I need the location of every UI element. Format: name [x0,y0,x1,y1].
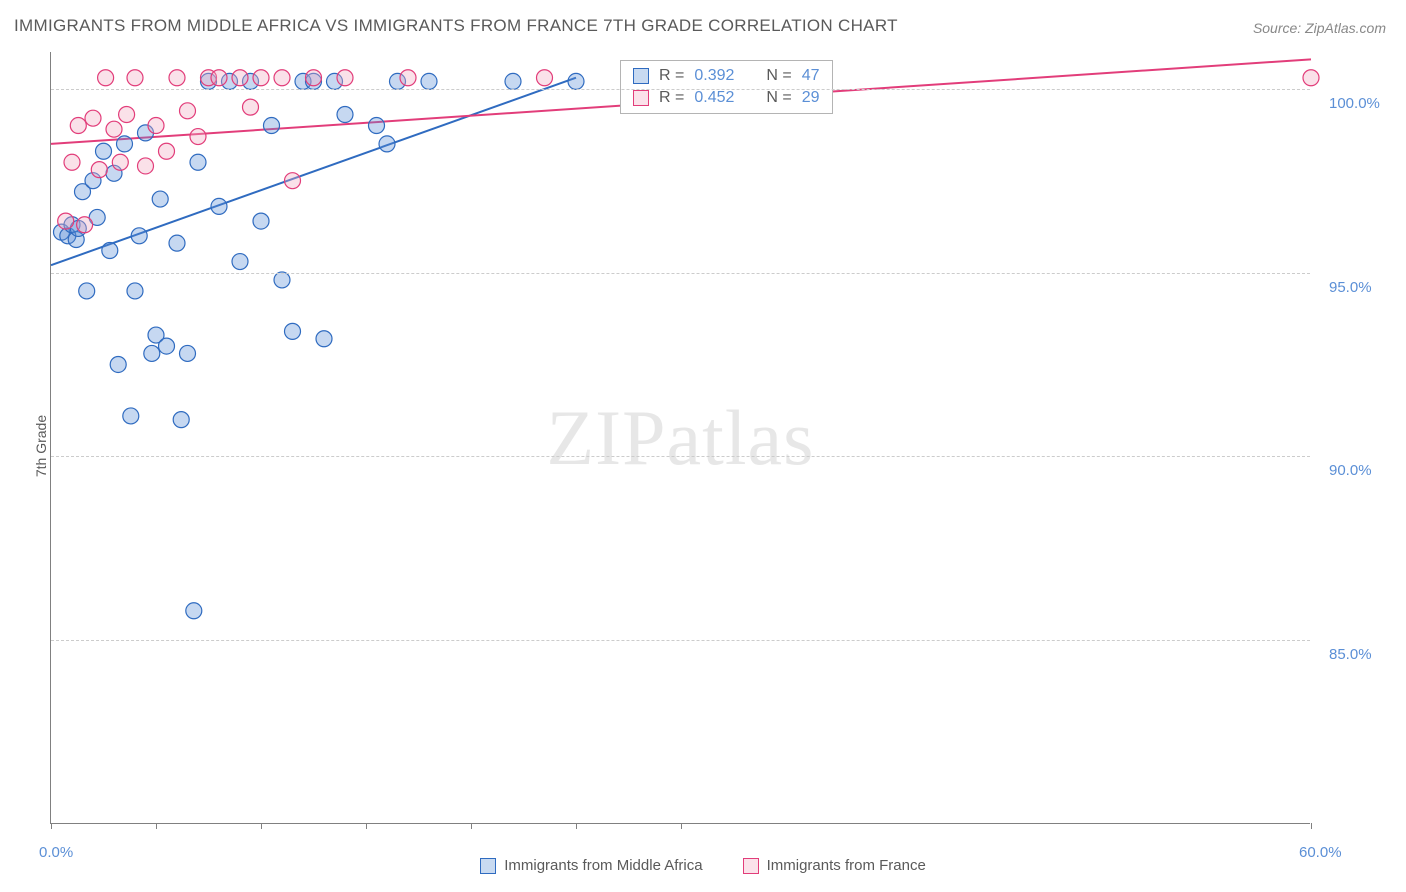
data-point-middle_africa [253,213,269,229]
data-point-france [148,118,164,134]
data-point-middle_africa [180,345,196,361]
swatch-icon [633,68,649,84]
trendline-middle_africa [51,78,576,265]
data-point-france [190,129,206,145]
data-point-france [243,99,259,115]
data-point-france [306,70,322,86]
stats-row-france: R = 0.452 N = 29 [621,87,832,109]
data-point-middle_africa [337,106,353,122]
data-point-middle_africa [264,118,280,134]
n-label: N = [766,67,791,85]
data-point-middle_africa [159,338,175,354]
data-point-france [337,70,353,86]
data-point-france [211,70,227,86]
legend-label: Immigrants from Middle Africa [504,857,702,874]
swatch-icon [743,858,759,874]
legend-bottom: Immigrants from Middle Africa Immigrants… [0,857,1406,874]
data-point-middle_africa [123,408,139,424]
swatch-icon [633,90,649,106]
chart-title: IMMIGRANTS FROM MIDDLE AFRICA VS IMMIGRA… [14,16,898,36]
legend-item-france: Immigrants from France [743,857,926,874]
data-point-france [85,110,101,126]
data-point-middle_africa [79,283,95,299]
y-axis-label: 7th Grade [33,415,49,477]
gridline [51,640,1310,641]
x-tick [366,823,367,829]
data-point-france [112,154,128,170]
data-point-middle_africa [144,345,160,361]
data-point-middle_africa [274,272,290,288]
legend-label: Immigrants from France [767,857,926,874]
data-point-france [274,70,290,86]
data-point-middle_africa [127,283,143,299]
data-point-middle_africa [117,136,133,152]
data-point-middle_africa [110,356,126,372]
stats-row-middle_africa: R = 0.392 N = 47 [621,65,832,87]
data-point-middle_africa [190,154,206,170]
data-point-middle_africa [421,73,437,89]
data-point-france [1303,70,1319,86]
y-tick-label: 95.0% [1329,279,1372,296]
data-point-france [253,70,269,86]
x-tick [51,823,52,829]
data-point-middle_africa [316,331,332,347]
x-tick [1311,823,1312,829]
data-point-middle_africa [211,198,227,214]
data-point-france [180,103,196,119]
chart-svg [51,52,1310,823]
gridline [51,456,1310,457]
data-point-france [70,118,86,134]
data-point-france [159,143,175,159]
data-point-middle_africa [173,412,189,428]
data-point-middle_africa [232,254,248,270]
x-tick [576,823,577,829]
y-tick-label: 85.0% [1329,646,1372,663]
legend-item-middle-africa: Immigrants from Middle Africa [480,857,702,874]
data-point-france [232,70,248,86]
data-point-france [400,70,416,86]
swatch-icon [480,858,496,874]
x-tick [156,823,157,829]
r-label: R = [659,89,684,107]
data-point-france [64,154,80,170]
data-point-france [138,158,154,174]
data-point-middle_africa [186,603,202,619]
r-label: R = [659,67,684,85]
data-point-france [537,70,553,86]
data-point-france [127,70,143,86]
gridline [51,89,1310,90]
data-point-middle_africa [285,323,301,339]
correlation-stats-box: R = 0.392 N = 47 R = 0.452 N = 29 [620,60,833,114]
data-point-middle_africa [102,243,118,259]
data-point-france [169,70,185,86]
x-tick [261,823,262,829]
data-point-middle_africa [96,143,112,159]
data-point-middle_africa [152,191,168,207]
data-point-middle_africa [169,235,185,251]
r-value: 0.452 [694,89,734,107]
n-value: 29 [802,89,820,107]
x-tick [681,823,682,829]
plot-area: ZIPatlas R =0.392N =47R =0.452N =29 85.0… [50,52,1310,824]
n-label: N = [766,89,791,107]
source-attribution: Source: ZipAtlas.com [1253,20,1386,36]
x-tick [471,823,472,829]
data-point-france [98,70,114,86]
data-point-middle_africa [505,73,521,89]
data-point-middle_africa [131,228,147,244]
data-point-france [285,173,301,189]
data-point-france [58,213,74,229]
data-point-france [119,106,135,122]
y-tick-label: 90.0% [1329,462,1372,479]
data-point-france [106,121,122,137]
gridline [51,273,1310,274]
data-point-france [77,217,93,233]
data-point-middle_africa [369,118,385,134]
data-point-france [91,162,107,178]
r-value: 0.392 [694,67,734,85]
y-tick-label: 100.0% [1329,95,1380,112]
data-point-middle_africa [379,136,395,152]
data-point-middle_africa [568,73,584,89]
n-value: 47 [802,67,820,85]
